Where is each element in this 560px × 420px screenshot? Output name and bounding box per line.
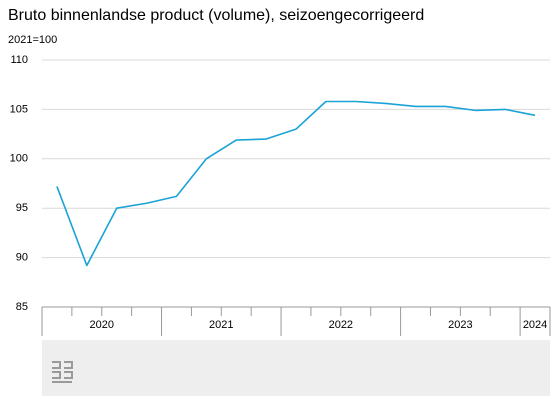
x-tick-label: 2023 xyxy=(448,319,472,331)
logo xyxy=(52,361,73,383)
chart-title: Bruto binnenlandse product (volume), sei… xyxy=(8,7,424,24)
x-tick-label: 2022 xyxy=(329,319,353,331)
y-tick-label: 85 xyxy=(16,301,28,313)
x-tick-label: 2020 xyxy=(90,319,114,331)
y-tick-label: 110 xyxy=(10,54,28,66)
x-tick-label: 2024 xyxy=(523,319,547,331)
y-tick-label: 90 xyxy=(16,252,28,264)
y-tick-label: 95 xyxy=(16,202,28,214)
chart-subtitle: 2021=100 xyxy=(8,34,57,46)
footer-panel xyxy=(42,340,550,396)
data-line xyxy=(56,100,536,267)
y-tick-label: 105 xyxy=(10,103,28,115)
x-tick-label: 2021 xyxy=(209,319,233,331)
y-tick-label: 100 xyxy=(10,153,28,165)
